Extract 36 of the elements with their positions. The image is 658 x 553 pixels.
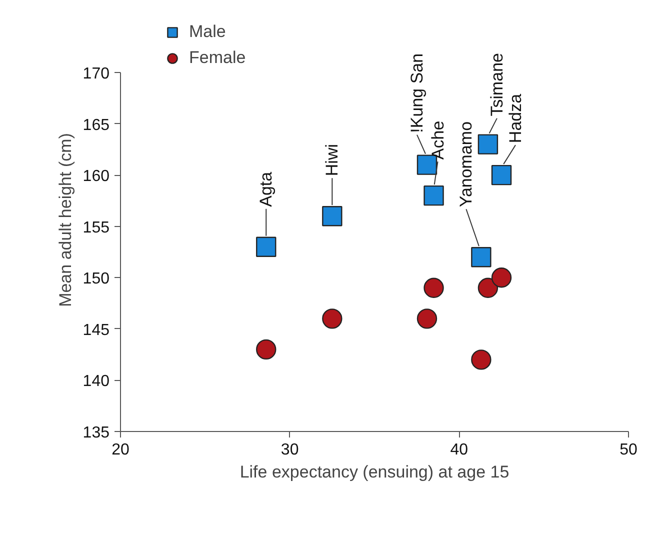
- point: [491, 164, 512, 186]
- annotation: Hadza: [506, 93, 525, 144]
- point: [491, 268, 512, 288]
- point: [424, 185, 444, 206]
- point: [322, 308, 342, 329]
- annotation: !Kung San: [407, 53, 426, 133]
- point: [478, 278, 498, 298]
- legend-label: Female: [189, 48, 246, 68]
- y-axis-title: Mean adult height (cm): [56, 133, 75, 307]
- x-tick-label: 40: [450, 442, 468, 458]
- y-tick-label: 170: [82, 66, 110, 82]
- point: [416, 308, 438, 329]
- annotation: Hiwi: [322, 144, 342, 176]
- point: [471, 350, 492, 370]
- annotation: Yanomamo: [456, 121, 476, 208]
- annotation: Agta: [256, 171, 276, 207]
- y-tick-label: 165: [82, 116, 110, 134]
- point: [256, 236, 276, 257]
- point: [322, 206, 342, 226]
- y-tick-label: 140: [82, 373, 110, 390]
- point: [471, 247, 492, 268]
- y-tick-label: 150: [82, 270, 110, 288]
- y-tick-label: 135: [82, 424, 110, 442]
- annotation: Ache: [428, 120, 448, 160]
- x-tick-label: 30: [280, 442, 299, 458]
- x-tick-label: 20: [112, 442, 130, 458]
- y-tick-label: 160: [82, 168, 110, 186]
- point: [478, 134, 498, 154]
- y-tick-label: 145: [82, 322, 110, 339]
- y-tick-label: 155: [82, 219, 110, 236]
- x-axis-title: Life expectancy (ensuing) at age 15: [240, 462, 510, 482]
- annotation: Tsimane: [487, 52, 506, 116]
- legend-label: Male: [189, 22, 226, 42]
- x-tick-label: 50: [620, 442, 638, 458]
- point: [256, 339, 276, 360]
- point: [424, 278, 444, 298]
